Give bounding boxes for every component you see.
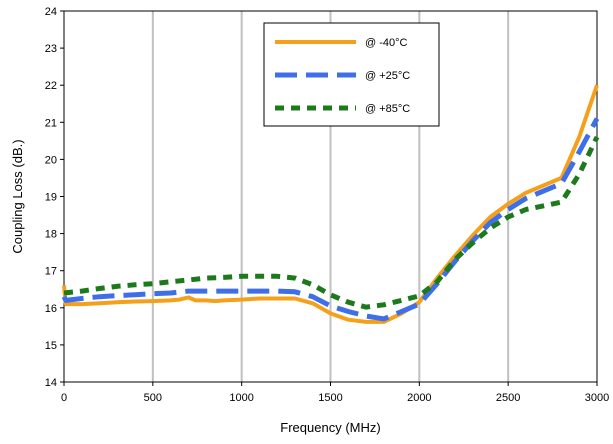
legend-label-2: @ +25°C bbox=[365, 70, 410, 82]
y-tick-label: 22 bbox=[45, 80, 57, 92]
x-axis-label: Frequency (MHz) bbox=[280, 420, 380, 435]
x-tick-label: 3000 bbox=[585, 392, 609, 404]
y-tick-label: 23 bbox=[45, 43, 57, 55]
y-tick-label: 21 bbox=[45, 117, 57, 129]
x-tick-label: 0 bbox=[61, 392, 67, 404]
legend: @ -40°C @ +25°C @ +85°C bbox=[264, 23, 439, 126]
x-tick-label: 1000 bbox=[229, 392, 253, 404]
x-tick-label: 1500 bbox=[318, 392, 342, 404]
y-tick-label: 15 bbox=[45, 340, 57, 352]
y-tick-label: 24 bbox=[45, 6, 57, 18]
y-tick-label: 16 bbox=[45, 303, 57, 315]
y-tick-label: 17 bbox=[45, 266, 57, 278]
legend-label-1: @ -40°C bbox=[365, 37, 408, 49]
y-tick-label: 18 bbox=[45, 229, 57, 241]
legend-label-3: @ +85°C bbox=[365, 103, 410, 115]
y-axis-label: Coupling Loss (dB.) bbox=[10, 139, 25, 253]
x-tick-label: 500 bbox=[144, 392, 162, 404]
x-tick-label: 2000 bbox=[407, 392, 431, 404]
x-tick-label: 2500 bbox=[496, 392, 520, 404]
y-tick-label: 19 bbox=[45, 192, 57, 204]
y-tick-label: 14 bbox=[45, 377, 57, 389]
y-tick-label: 20 bbox=[45, 154, 57, 166]
